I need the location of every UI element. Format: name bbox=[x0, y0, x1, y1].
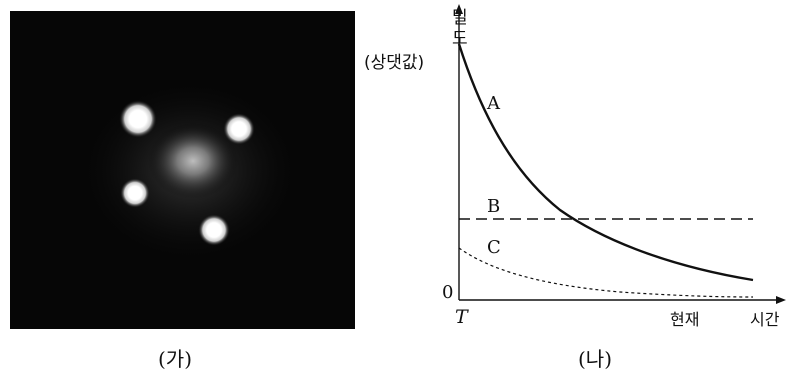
y-axis-arrow bbox=[455, 4, 463, 14]
lensing-galaxy bbox=[148, 123, 238, 199]
y-axis-label-2: 도 bbox=[452, 29, 468, 49]
x-axis-label: 시간 bbox=[750, 310, 780, 329]
curve-a bbox=[457, 43, 754, 282]
quasar-image-1 bbox=[119, 100, 157, 138]
x-axis-arrow bbox=[776, 296, 786, 304]
lensed-quasar-picture bbox=[10, 11, 355, 329]
quasar-image-3 bbox=[120, 178, 150, 208]
quasar-image-4 bbox=[198, 214, 230, 246]
curve-c bbox=[458, 247, 754, 298]
curve-a-label: A bbox=[487, 93, 500, 114]
graph-canvas bbox=[455, 4, 786, 304]
y-axis-label-3: (상댓값) bbox=[364, 53, 425, 73]
x-tick-t: T bbox=[455, 306, 468, 328]
x-tick-now: 현재 bbox=[670, 310, 700, 329]
origin-label: 0 bbox=[442, 282, 454, 303]
quasar-image-2 bbox=[223, 113, 255, 145]
curve-b-label: B bbox=[487, 196, 501, 217]
y-axis-label-1: 밀 bbox=[452, 8, 468, 28]
photo-caption: (가) bbox=[158, 347, 193, 371]
quasar-image bbox=[10, 11, 355, 329]
graph-caption: (나) bbox=[578, 347, 613, 371]
curve-c-label: C bbox=[487, 237, 501, 258]
density-graph: 밀 도 (상댓값) A B C 0 T 현재 시간 bbox=[360, 0, 805, 340]
